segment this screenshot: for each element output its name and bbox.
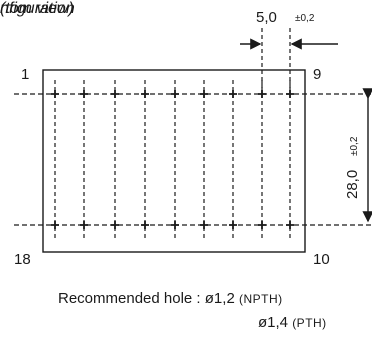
pth-hole-diameter: ø1,4	[258, 314, 289, 331]
pth-hole-type: (PTH)	[292, 316, 327, 330]
pin-label-9: 9	[313, 66, 322, 83]
subtitle-text: tom view)	[5, 0, 74, 17]
pin-hole-mark	[200, 221, 208, 229]
subtitle-partial: (tom view)	[0, 0, 74, 17]
pin-hole-mark	[141, 221, 149, 229]
pin-label-18: 18	[14, 251, 31, 268]
pin-columns	[51, 80, 294, 240]
pin-hole-mark	[229, 221, 237, 229]
pin-hole-mark	[286, 221, 294, 229]
recommended-hole-note: Recommended hole : ø1,2 (NPTH)	[58, 290, 283, 307]
pin-hole-mark	[258, 221, 266, 229]
pth-hole-line: ø1,4 (PTH)	[258, 314, 327, 331]
pin-hole-mark	[200, 90, 208, 98]
npth-hole-type: (NPTH)	[238, 292, 283, 306]
row-spacing-tolerance: ±0,2	[349, 136, 360, 156]
pitch-value: 5,0	[256, 9, 277, 26]
pin-label-1: 1	[21, 66, 30, 83]
pin-hole-mark	[111, 221, 119, 229]
title-partial: nfiguration	[0, 0, 75, 17]
pin-hole-mark	[171, 221, 179, 229]
row-spacing-value: 28,0	[344, 170, 361, 199]
pin-hole-mark	[229, 90, 237, 98]
note-separator: :	[196, 290, 201, 307]
pin-hole-mark	[171, 90, 179, 98]
pin-hole-mark	[141, 90, 149, 98]
pin-hole-mark	[80, 90, 88, 98]
pin-hole-mark	[51, 221, 59, 229]
component-outline	[42, 69, 306, 253]
pin-hole-mark	[111, 90, 119, 98]
pin-label-10: 10	[313, 251, 330, 268]
pitch-tolerance: ±0,2	[295, 13, 315, 24]
pin-hole-mark	[80, 221, 88, 229]
npth-hole-diameter: ø1,2	[204, 290, 235, 307]
recommended-hole-label: Recommended hole	[58, 290, 193, 307]
pin-hole-mark	[51, 90, 59, 98]
